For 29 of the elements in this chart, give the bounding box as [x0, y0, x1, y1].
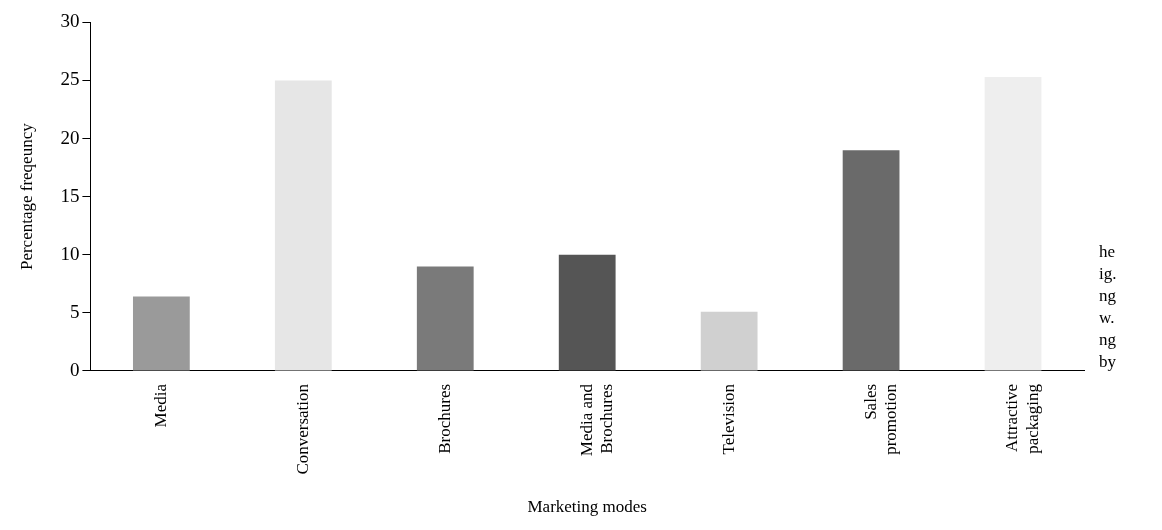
bar [558, 254, 616, 371]
x-tick-label: Sales promotion [860, 383, 900, 455]
text: ng [1099, 330, 1117, 350]
text: w. [1099, 308, 1115, 328]
y-axis-title: Percentage freqeuncy [16, 122, 36, 271]
x-tick-label: Television [718, 383, 738, 455]
x-tick-label: Brochures [434, 383, 454, 454]
bar [132, 296, 190, 371]
bar [416, 266, 474, 371]
y-tick-label: 30 [60, 10, 80, 32]
x-tick-label: Media and Brochures [576, 383, 617, 457]
y-tick-label: 15 [60, 184, 80, 206]
text: ng [1099, 286, 1117, 306]
text: ig. [1099, 264, 1117, 284]
y-tick-label: 25 [60, 68, 80, 90]
bar [700, 311, 758, 371]
bar [842, 150, 900, 371]
bar [984, 77, 1042, 371]
x-axis-title: Marketing modes [527, 497, 647, 517]
x-tick-label: Attractive packaging [1002, 383, 1042, 454]
x-tick-label: Media [150, 383, 170, 428]
y-tick-label: 5 [69, 300, 80, 322]
y-tick-label: 20 [60, 126, 80, 148]
x-tick-label: Conversation [292, 383, 312, 475]
bar [274, 80, 332, 371]
y-tick-label: 10 [60, 242, 80, 264]
text: he [1099, 242, 1116, 262]
y-tick-label: 0 [69, 358, 80, 380]
text: by [1099, 352, 1117, 372]
